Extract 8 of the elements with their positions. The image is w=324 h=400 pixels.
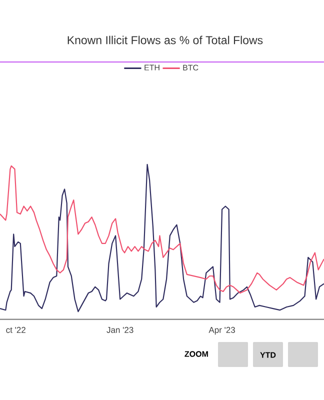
legend-label: BTC xyxy=(183,64,198,70)
legend-label: ETH xyxy=(144,64,160,70)
text: ZOOM xyxy=(184,351,208,357)
chart-title: Known Illicit Flows as % of Total Flows xyxy=(68,36,263,44)
x-tick-label: ct '22 xyxy=(6,326,26,333)
x-tick-label: Apr '23 xyxy=(208,326,235,335)
x-tick-label: Jan '23 xyxy=(106,326,134,333)
text: YTD xyxy=(260,352,276,358)
